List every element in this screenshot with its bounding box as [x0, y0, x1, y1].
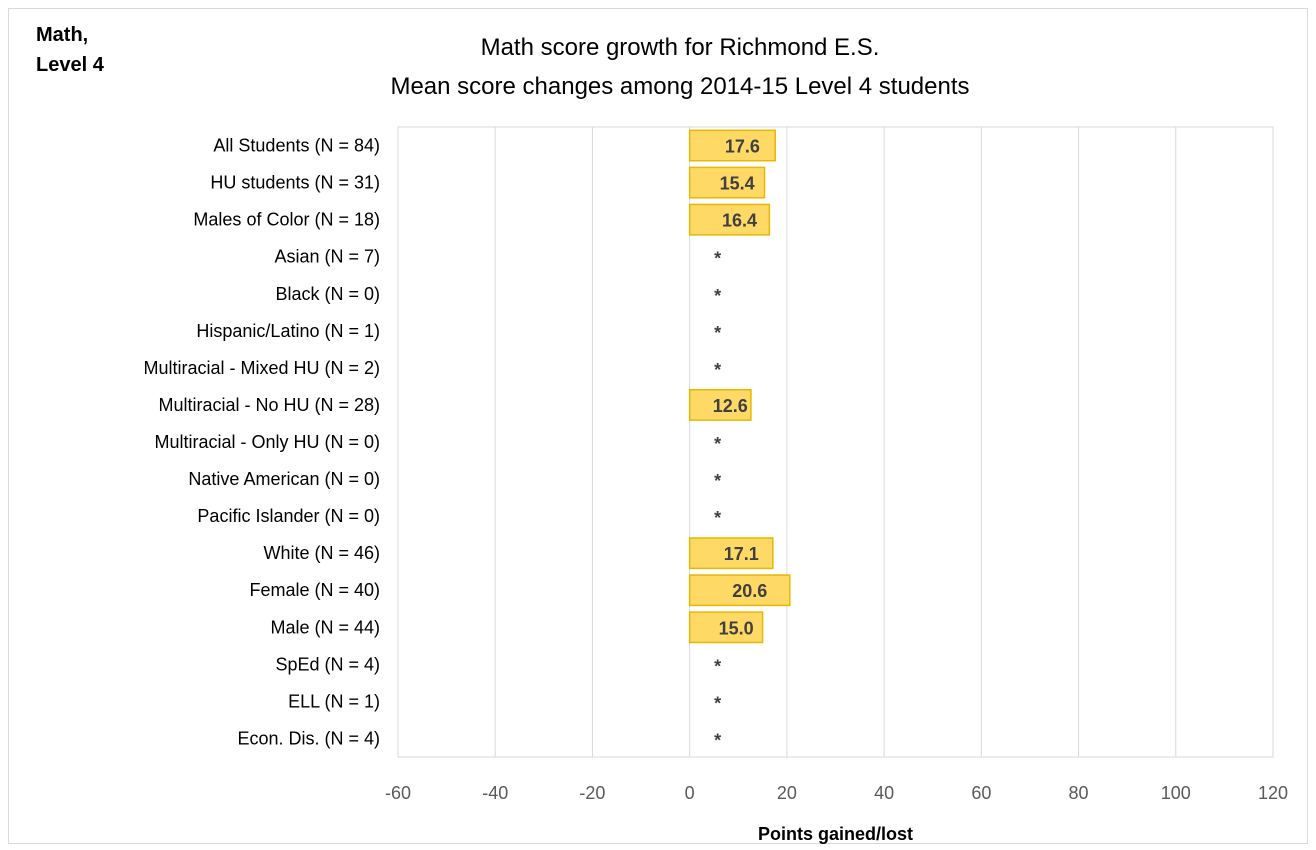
suppressed-marker: * [714, 471, 721, 491]
suppressed-marker: * [714, 360, 721, 380]
x-tick-label: 40 [874, 783, 894, 803]
category-label: All Students (N = 84) [213, 136, 380, 156]
data-label: 15.4 [720, 174, 755, 194]
bar [688, 388, 752, 421]
corner-label: Math, Level 4 [36, 20, 104, 80]
category-label: Native American (N = 0) [188, 469, 380, 489]
bar [688, 574, 791, 607]
x-tick-labels: -60 -40 -20 0 20 40 60 80 100 120 [385, 783, 1288, 803]
category-label: SpEd (N = 4) [275, 654, 380, 674]
suppressed-marker: * [714, 693, 721, 713]
category-labels: All Students (N = 84) HU students (N = 31… [143, 136, 380, 749]
bar [688, 537, 774, 570]
x-tick-label: 80 [1069, 783, 1089, 803]
x-tick-label: 120 [1258, 783, 1288, 803]
suppressed-marker: * [714, 323, 721, 343]
data-label: 17.6 [725, 137, 760, 157]
suppressed-marker: * [714, 434, 721, 454]
suppressed-marker: * [714, 656, 721, 676]
category-label: Multiracial - Mixed HU (N = 2) [143, 358, 380, 378]
category-label: Males of Color (N = 18) [193, 210, 380, 230]
gridlines [397, 127, 1274, 757]
data-label: 15.0 [719, 618, 754, 638]
data-label: 17.1 [724, 544, 759, 564]
category-label: Multiracial - Only HU (N = 0) [154, 432, 380, 452]
x-tick-label: 100 [1161, 783, 1191, 803]
category-label: White (N = 46) [263, 543, 380, 563]
category-label: HU students (N = 31) [210, 173, 380, 193]
plot-area-border [397, 126, 1274, 758]
x-tick-label: 60 [971, 783, 991, 803]
x-axis-title: Points gained/lost [758, 824, 913, 844]
x-tick-label: 0 [685, 783, 695, 803]
suppressed-marker: * [714, 286, 721, 306]
bar [688, 203, 771, 236]
category-label: Black (N = 0) [275, 284, 380, 304]
category-label: Hispanic/Latino (N = 1) [196, 321, 380, 341]
category-label: Asian (N = 7) [274, 247, 380, 267]
bar [688, 611, 764, 644]
category-label: ELL (N = 1) [288, 691, 380, 711]
bar [688, 166, 766, 199]
x-tick-label: -60 [385, 783, 411, 803]
x-tick-label: 20 [777, 783, 797, 803]
bar [688, 129, 776, 162]
corner-label-line-1: Math, [36, 24, 89, 46]
category-label: Male (N = 44) [270, 617, 380, 637]
suppressed-marker: * [714, 730, 721, 750]
category-label: Econ. Dis. (N = 4) [237, 728, 380, 748]
data-label: 20.6 [732, 581, 767, 601]
category-label: Female (N = 40) [249, 580, 380, 600]
corner-label-line-2: Level 4 [36, 54, 104, 76]
chart-subtitle: Mean score changes among 2014-15 Level 4… [390, 73, 970, 100]
data-label: 12.6 [713, 396, 748, 416]
x-tick-label: -20 [579, 783, 605, 803]
chart-frame [8, 8, 1308, 844]
chart-title: Math score growth for Richmond E.S. [480, 34, 880, 61]
x-tick-label: -40 [482, 783, 508, 803]
bars: 17.615.416.4****12.6***17.120.615.0*** [688, 129, 791, 750]
category-label: Multiracial - No HU (N = 28) [158, 395, 380, 415]
suppressed-marker: * [714, 508, 721, 528]
data-label: 16.4 [722, 211, 757, 231]
suppressed-marker: * [714, 249, 721, 269]
category-label: Pacific Islander (N = 0) [197, 506, 380, 526]
